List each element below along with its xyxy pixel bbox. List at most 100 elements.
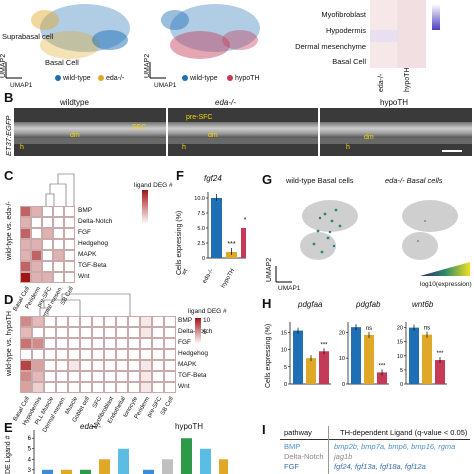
h-ytick-label: 20	[339, 330, 345, 336]
heat-cell	[128, 371, 140, 382]
h-ytick-label: 0	[284, 382, 287, 388]
heat-cell	[31, 206, 42, 217]
f-ytick-label: 0	[202, 256, 205, 262]
h-bar	[293, 330, 303, 384]
heat-cell	[152, 327, 164, 338]
heat-cell	[64, 250, 75, 261]
heat-cell	[104, 382, 116, 393]
heat-cell	[53, 261, 64, 272]
heat-cell	[56, 371, 68, 382]
h-ytick-label: 10	[281, 348, 287, 354]
panel-h-letter: H	[262, 296, 272, 311]
panel-d-legend-title: ligand DEG #	[188, 308, 227, 315]
heat-cell	[92, 338, 104, 349]
heat-cell	[31, 250, 42, 261]
panel-f-letter: F	[176, 168, 184, 183]
h-ytick-label: 10	[339, 356, 345, 362]
heat-row-label: Delta-Notch	[78, 218, 113, 225]
heat-cell	[128, 349, 140, 360]
h-sig: ns	[424, 326, 430, 332]
heat-row-3: Basal Cell	[332, 57, 366, 66]
heat-cell	[44, 360, 56, 371]
micrograph-eda: pre-SFC dm h	[168, 108, 318, 156]
panel-g-legend: log10(expression)	[420, 281, 472, 288]
f-ytick-label: 2.5	[197, 241, 205, 247]
f-bar	[241, 228, 246, 258]
heat-row-label: MAPK	[178, 361, 197, 368]
panel-d-ylabel: wild-type vs. hypoTH	[6, 311, 13, 376]
e-ytick-label: 5	[28, 447, 32, 453]
heat-col-1: hypoTH	[404, 67, 411, 92]
heat-cell	[53, 239, 64, 250]
heat-cell	[56, 327, 68, 338]
panel-i-col1: pathway	[284, 428, 312, 437]
dm-label-2: dm	[208, 132, 218, 139]
heat-cell	[152, 349, 164, 360]
h-bar	[306, 358, 316, 384]
heat-row-label: TGF-Beta	[178, 372, 207, 379]
heat-cell	[44, 338, 56, 349]
heat-cell	[104, 360, 116, 371]
heat-cell	[104, 316, 116, 327]
sfc-label: SFC	[132, 124, 146, 131]
heat-cell	[80, 360, 92, 371]
heat-cell	[104, 349, 116, 360]
h-ytick-label: 15	[281, 330, 287, 336]
heat-cell	[20, 371, 32, 382]
h-bar	[409, 327, 419, 384]
heat-cell	[64, 228, 75, 239]
panel-g-umaps	[275, 200, 470, 283]
heat-cell	[32, 349, 44, 360]
heat-cell	[56, 338, 68, 349]
umap1-left: UMAP1	[10, 82, 33, 89]
panel-g-title-eda: eda-/- Basal cells	[385, 176, 443, 185]
h-sig: ***	[320, 342, 328, 348]
e-bar	[42, 469, 53, 474]
heat-cell	[53, 206, 64, 217]
heat-cell	[80, 349, 92, 360]
heat-cell	[80, 327, 92, 338]
h-title-0: pdgfaa	[298, 300, 323, 309]
panel-g-umap2: UMAP2	[266, 257, 273, 282]
e-ytick-label: 3	[28, 468, 32, 474]
heat-cell	[53, 217, 64, 228]
e-bar	[80, 469, 91, 474]
heat-cell	[64, 272, 75, 283]
h-bar	[364, 334, 374, 384]
heat-cell	[140, 360, 152, 371]
heat-cell	[68, 371, 80, 382]
heat-cell	[31, 272, 42, 283]
panel-i-letter: I	[262, 422, 266, 437]
heat-cell	[32, 327, 44, 338]
h-sig: ***	[436, 351, 444, 357]
heat-cell	[42, 217, 53, 228]
h-title-2: wnt6b	[412, 300, 434, 309]
heat-cell	[68, 338, 80, 349]
heat-cell	[44, 327, 56, 338]
heat-cell	[140, 349, 152, 360]
panel-e-group-eda: eda-/-	[80, 422, 101, 431]
heat-cell	[20, 250, 31, 261]
heat-cell	[140, 327, 152, 338]
heat-cell	[32, 360, 44, 371]
heat-row-label: FGF	[78, 229, 91, 236]
h-ytick-label: 5	[400, 368, 403, 374]
heat-row-label: FGF	[178, 339, 191, 346]
heat-cell	[92, 316, 104, 327]
f-ytick-label: 7.5	[197, 211, 205, 217]
heat-cell	[116, 338, 128, 349]
heat-cell	[20, 206, 31, 217]
panel-i-ligands: fgf24, fgf13a, fgf18a, fgf12a	[334, 462, 426, 471]
heat-cell	[20, 261, 31, 272]
basal-label: Basal Cell	[45, 58, 79, 67]
heat-row-label: Wnt	[178, 383, 190, 390]
panel-c-colorbar	[142, 190, 148, 224]
e-bar	[219, 459, 228, 474]
heat-cell	[104, 371, 116, 382]
h-ytick-label: 20	[397, 326, 403, 332]
e-bar	[143, 469, 154, 474]
pre-sfc-label: pre-SFC	[186, 114, 213, 121]
umap-mid	[161, 4, 260, 59]
heat-cell	[53, 272, 64, 283]
heat-row-1: Hypodermis	[325, 26, 366, 35]
